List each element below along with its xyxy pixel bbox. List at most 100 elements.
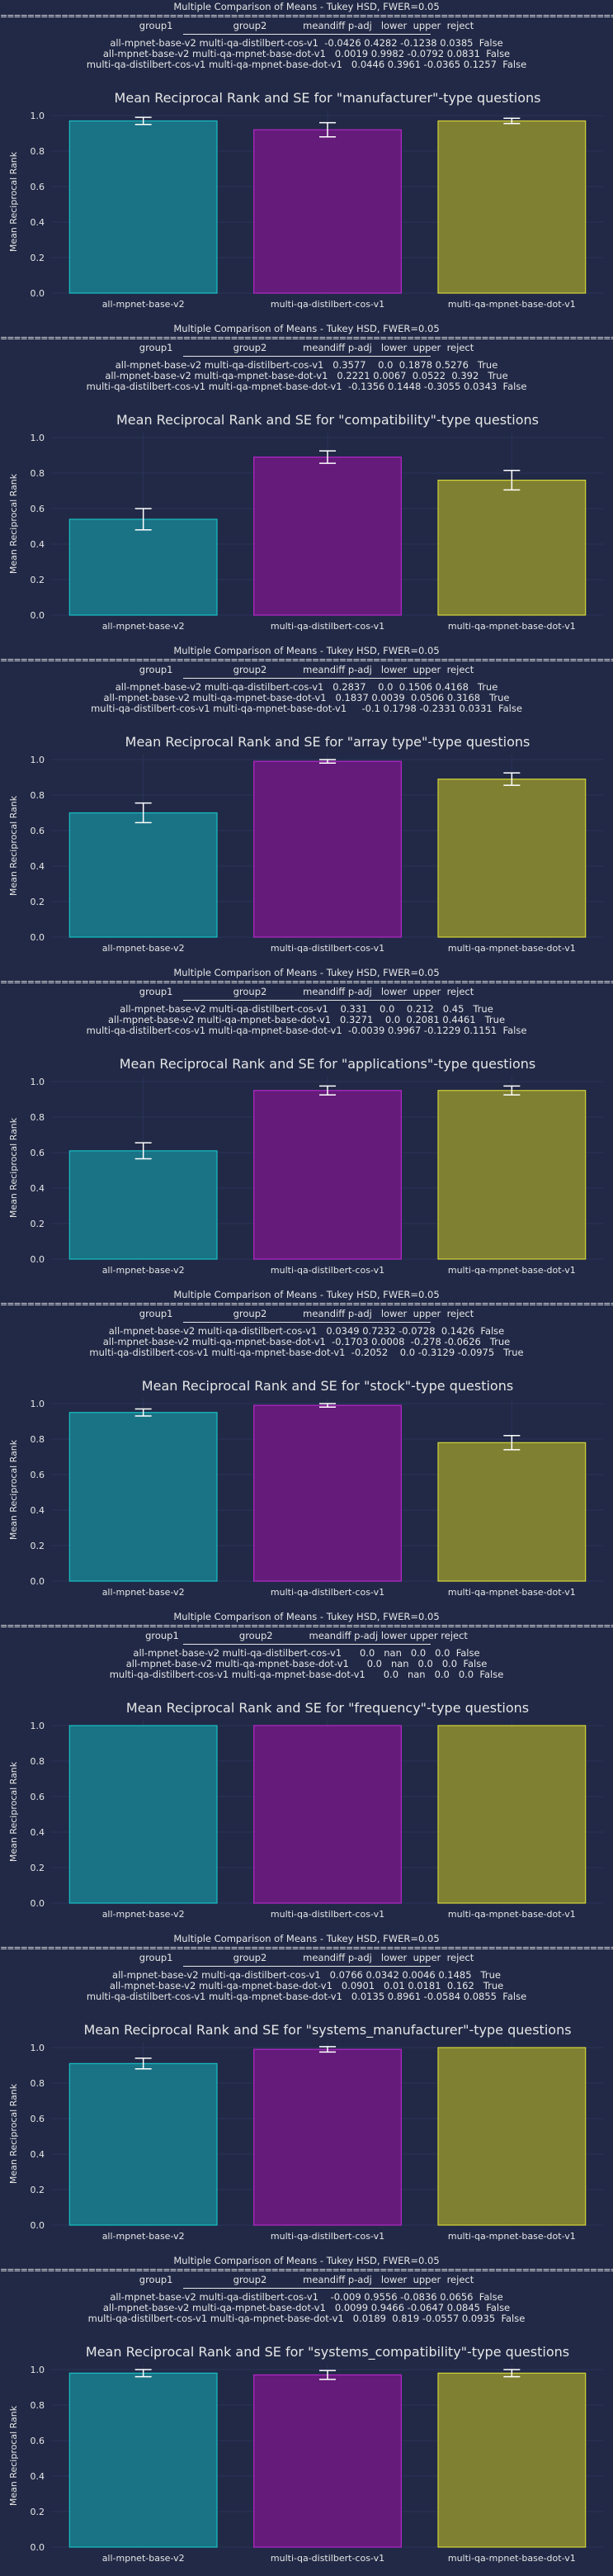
tukey-row: all-mpnet-base-v2 multi-qa-mpnet-base-do… bbox=[105, 370, 508, 381]
y-tick-label: 0.4 bbox=[31, 1183, 45, 1194]
y-axis-label: Mean Reciprocal Rank bbox=[8, 151, 19, 252]
x-tick-label: multi-qa-distilbert-cos-v1 bbox=[271, 2231, 384, 2242]
y-tick-label: 0.4 bbox=[31, 539, 45, 550]
bar-multi-qa-distilbert-cos-v1 bbox=[253, 129, 402, 294]
tukey-title: Multiple Comparison of Means - Tukey HSD… bbox=[173, 645, 440, 656]
tukey-header: group1 group2 meandiff p-adj lower upper… bbox=[139, 986, 474, 997]
tukey-row: all-mpnet-base-v2 multi-qa-distilbert-co… bbox=[110, 2291, 503, 2303]
chart-title: Mean Reciprocal Rank and SE for "applica… bbox=[120, 1057, 536, 1072]
bar-multi-qa-mpnet-base-dot-v1 bbox=[437, 779, 587, 938]
error-bar bbox=[319, 1085, 336, 1096]
tukey-row: all-mpnet-base-v2 multi-qa-distilbert-co… bbox=[133, 1647, 480, 1659]
tukey-row: multi-qa-distilbert-cos-v1 multi-qa-mpne… bbox=[86, 381, 527, 392]
bar-chart: Mean Reciprocal Rank and SE for "stock"-… bbox=[8, 1379, 604, 1598]
x-tick-label: all-mpnet-base-v2 bbox=[102, 2553, 185, 2564]
error-bar bbox=[503, 1085, 521, 1096]
tukey-row: multi-qa-distilbert-cos-v1 multi-qa-mpne… bbox=[86, 1025, 527, 1036]
y-tick-label: 0.2 bbox=[31, 2185, 45, 2195]
tukey-row: all-mpnet-base-v2 multi-qa-mpnet-base-do… bbox=[107, 1014, 506, 1025]
bar-all-mpnet-base-v2 bbox=[68, 1150, 218, 1260]
tukey-row: all-mpnet-base-v2 multi-qa-mpnet-base-do… bbox=[103, 692, 510, 703]
bar-chart: Mean Reciprocal Rank and SE for "frequen… bbox=[8, 1701, 604, 1920]
x-tick-label: all-mpnet-base-v2 bbox=[102, 1265, 185, 1276]
error-bar bbox=[503, 772, 521, 786]
y-tick-label: 0.0 bbox=[31, 1576, 45, 1587]
y-tick-label: 1.0 bbox=[31, 111, 45, 121]
tukey-rule bbox=[182, 356, 431, 360]
x-tick-label: all-mpnet-base-v2 bbox=[102, 2231, 185, 2242]
panel-5: Multiple Comparison of Means - Tukey HSD… bbox=[0, 1288, 613, 1610]
tukey-rule bbox=[182, 34, 431, 38]
y-tick-label: 0.8 bbox=[31, 468, 45, 479]
y-tick-label: 1.0 bbox=[31, 2365, 45, 2375]
tukey-summary: Multiple Comparison of Means - Tukey HSD… bbox=[0, 0, 613, 70]
y-tick-label: 1.0 bbox=[31, 1721, 45, 1731]
y-tick-label: 0.0 bbox=[31, 2542, 45, 2553]
tukey-summary: Multiple Comparison of Means - Tukey HSD… bbox=[0, 1288, 613, 1358]
tukey-row: multi-qa-distilbert-cos-v1 multi-qa-mpne… bbox=[89, 1347, 524, 1358]
x-tick-label: multi-qa-distilbert-cos-v1 bbox=[271, 1587, 384, 1598]
panel-2: Multiple Comparison of Means - Tukey HSD… bbox=[0, 322, 613, 644]
y-tick-label: 1.0 bbox=[31, 2043, 45, 2053]
tukey-separator: ========================================… bbox=[0, 12, 613, 21]
x-tick-label: all-mpnet-base-v2 bbox=[102, 621, 185, 632]
tukey-separator: ========================================… bbox=[0, 1944, 613, 1953]
tukey-title: Multiple Comparison of Means - Tukey HSD… bbox=[173, 323, 440, 334]
error-bar bbox=[319, 2370, 336, 2380]
tukey-row: all-mpnet-base-v2 multi-qa-distilbert-co… bbox=[108, 1325, 505, 1337]
x-tick-label: all-mpnet-base-v2 bbox=[102, 1587, 185, 1598]
y-tick-label: 0.0 bbox=[31, 1254, 45, 1265]
tukey-summary: Multiple Comparison of Means - Tukey HSD… bbox=[0, 1932, 613, 2002]
bar-chart: Mean Reciprocal Rank and SE for "systems… bbox=[8, 2023, 604, 2242]
tukey-header: group1 group2 meandiff p-adj lower upper… bbox=[139, 1308, 474, 1319]
error-bar bbox=[134, 802, 152, 824]
tukey-summary: Multiple Comparison of Means - Tukey HSD… bbox=[0, 1610, 613, 1680]
panel-6: Multiple Comparison of Means - Tukey HSD… bbox=[0, 1610, 613, 1932]
chart-title: Mean Reciprocal Rank and SE for "stock"-… bbox=[142, 1379, 513, 1394]
y-tick-label: 0.6 bbox=[31, 1792, 45, 1802]
tukey-row: all-mpnet-base-v2 multi-qa-mpnet-base-do… bbox=[102, 1336, 511, 1347]
tukey-header: group1 group2 meandiff p-adj lower upper… bbox=[139, 664, 474, 675]
x-tick-label: multi-qa-mpnet-base-dot-v1 bbox=[448, 2553, 576, 2564]
y-tick-label: 0.4 bbox=[31, 2471, 45, 2482]
tukey-summary: Multiple Comparison of Means - Tukey HSD… bbox=[0, 966, 613, 1036]
bar-chart: Mean Reciprocal Rank and SE for "applica… bbox=[8, 1057, 604, 1276]
tukey-title: Multiple Comparison of Means - Tukey HSD… bbox=[173, 1, 440, 12]
bar-all-mpnet-base-v2 bbox=[68, 2372, 218, 2548]
tukey-row: all-mpnet-base-v2 multi-qa-distilbert-co… bbox=[120, 1003, 493, 1015]
bar-chart: Mean Reciprocal Rank and SE for "systems… bbox=[8, 2345, 604, 2564]
error-bar bbox=[134, 116, 152, 125]
chart-title: Mean Reciprocal Rank and SE for "manufac… bbox=[115, 91, 541, 106]
y-tick-label: 0.2 bbox=[31, 2507, 45, 2517]
x-tick-label: multi-qa-distilbert-cos-v1 bbox=[271, 1265, 384, 1276]
y-tick-label: 0.8 bbox=[31, 1434, 45, 1445]
error-bar bbox=[503, 1434, 521, 1451]
y-tick-label: 0.8 bbox=[31, 146, 45, 157]
tukey-row: multi-qa-distilbert-cos-v1 multi-qa-mpne… bbox=[91, 703, 522, 714]
y-axis-label: Mean Reciprocal Rank bbox=[8, 1117, 19, 1218]
panel-3: Multiple Comparison of Means - Tukey HSD… bbox=[0, 644, 613, 966]
x-tick-label: multi-qa-mpnet-base-dot-v1 bbox=[448, 1587, 576, 1598]
tukey-title: Multiple Comparison of Means - Tukey HSD… bbox=[173, 1289, 440, 1300]
error-bar bbox=[134, 508, 152, 531]
bar-all-mpnet-base-v2 bbox=[68, 1412, 218, 1582]
y-tick-label: 1.0 bbox=[31, 1399, 45, 1409]
error-bar bbox=[134, 2057, 152, 2070]
y-tick-label: 0.6 bbox=[31, 182, 45, 192]
tukey-rule bbox=[182, 1644, 431, 1648]
bar-multi-qa-distilbert-cos-v1 bbox=[253, 760, 402, 938]
tukey-title: Multiple Comparison of Means - Tukey HSD… bbox=[173, 967, 440, 978]
error-bar bbox=[134, 1142, 152, 1160]
y-axis-label: Mean Reciprocal Rank bbox=[8, 1439, 19, 1540]
tukey-separator: ========================================… bbox=[0, 334, 613, 343]
tukey-rule bbox=[182, 2288, 431, 2292]
error-bar bbox=[503, 470, 521, 491]
y-axis-label: Mean Reciprocal Rank bbox=[8, 795, 19, 896]
tukey-rule bbox=[182, 1000, 431, 1004]
x-tick-label: multi-qa-distilbert-cos-v1 bbox=[271, 1909, 384, 1920]
panel-1: Multiple Comparison of Means - Tukey HSD… bbox=[0, 0, 613, 322]
x-tick-label: all-mpnet-base-v2 bbox=[102, 299, 185, 310]
y-tick-label: 0.6 bbox=[31, 1148, 45, 1158]
tukey-header: group1 group2 meandiff p-adj lower upper… bbox=[139, 20, 474, 31]
